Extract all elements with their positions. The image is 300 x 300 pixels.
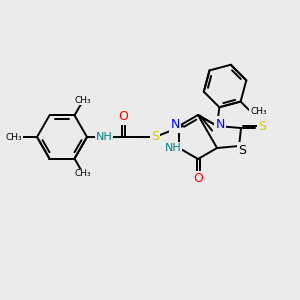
Text: S: S [238, 143, 246, 157]
Text: CH₃: CH₃ [6, 133, 22, 142]
Text: CH₃: CH₃ [75, 169, 91, 178]
Text: S: S [151, 130, 159, 143]
Text: CH₃: CH₃ [75, 96, 91, 105]
Text: N: N [215, 118, 225, 130]
Text: NH: NH [165, 143, 181, 153]
Text: O: O [193, 172, 203, 185]
Text: O: O [118, 110, 128, 124]
Text: NH: NH [96, 132, 112, 142]
Text: S: S [258, 121, 266, 134]
Text: CH₃: CH₃ [250, 107, 267, 116]
Text: N: N [170, 118, 180, 131]
